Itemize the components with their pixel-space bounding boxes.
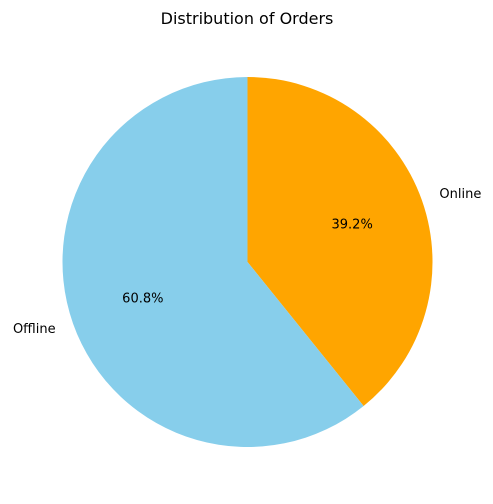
pie-labels: Online 39.2% Offline 60.8%	[13, 187, 481, 337]
slice-percent-offline: 60.8%	[122, 291, 163, 306]
pie-slice-online	[247, 77, 433, 407]
pie-slices	[62, 77, 433, 448]
chart-title: Distribution of Orders	[161, 9, 334, 28]
slice-percent-online: 39.2%	[332, 218, 373, 233]
slice-label-offline: Offline	[13, 322, 56, 337]
slice-label-online: Online	[439, 187, 481, 202]
pie-slice-offline	[62, 77, 364, 448]
